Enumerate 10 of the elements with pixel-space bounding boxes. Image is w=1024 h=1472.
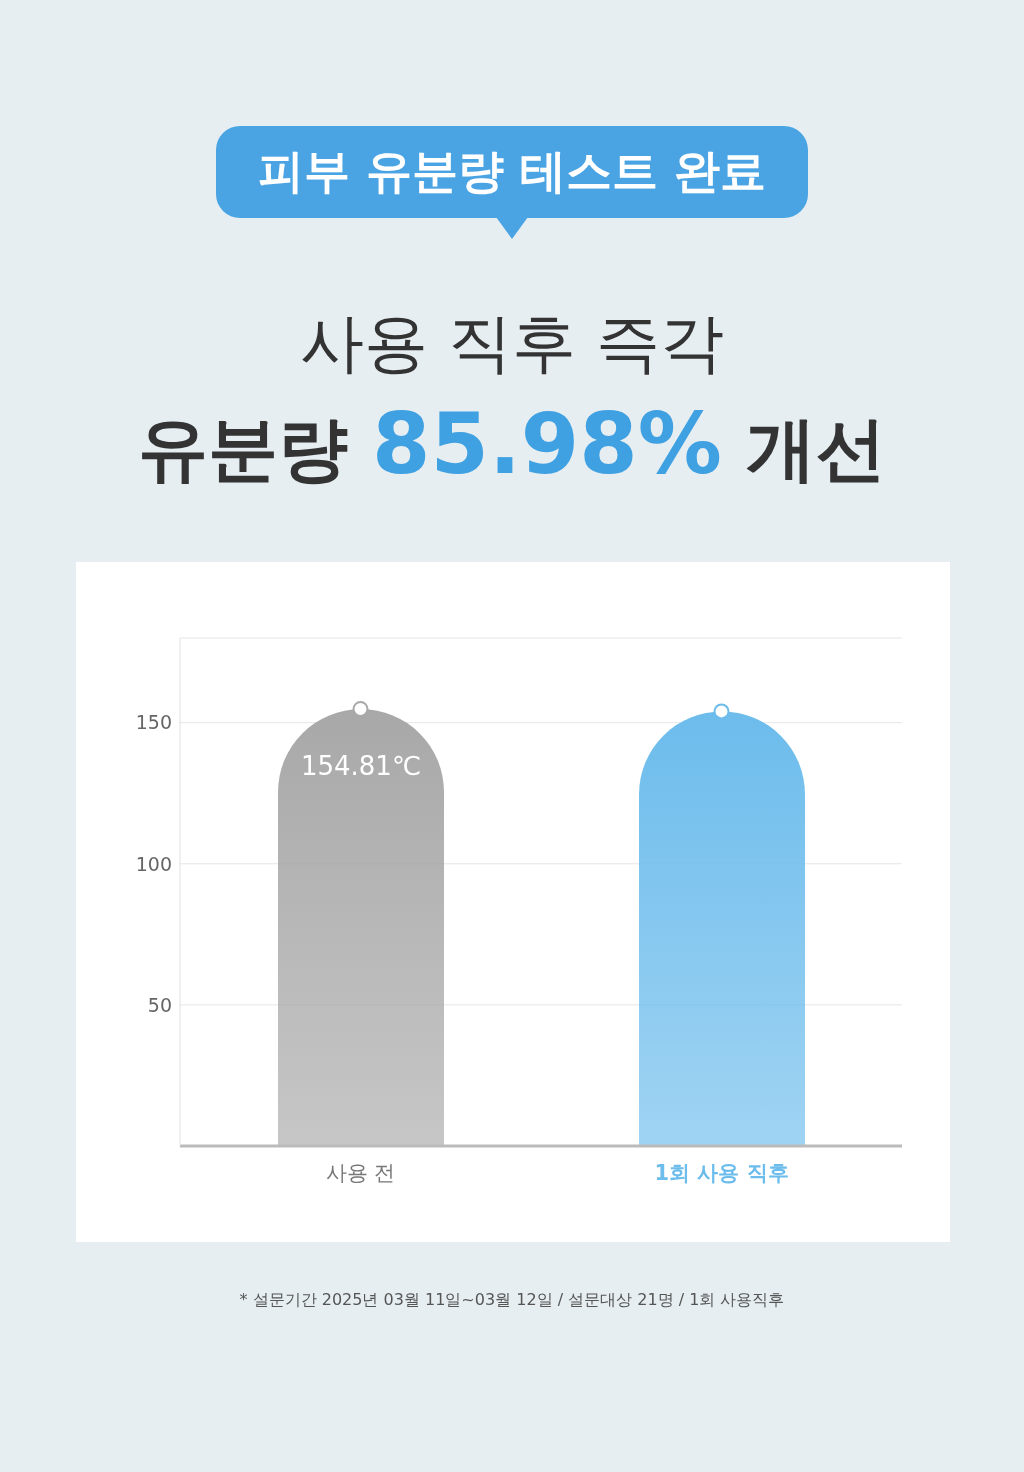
x-tick-label: 1회 사용 직후	[654, 1161, 789, 1185]
chart-title: 피부 유분량 테스트 완료	[216, 126, 808, 218]
chart-subtitle: 사용 직후 즉각	[298, 305, 726, 382]
data-label: 154.81℃	[300, 751, 422, 782]
y-tick-label: 50	[147, 993, 172, 1016]
y-tick-label: 150	[135, 711, 172, 734]
text: 유분량 85.98% 개선	[137, 395, 887, 493]
x-tick-label: 사용 전	[325, 1161, 396, 1185]
text: * 설문기간 2025년 03월 11일~03월 12일 / 설문대상 21명 / 1회 사용직후	[238, 1290, 786, 1311]
y-tick-label: 100	[135, 852, 172, 875]
